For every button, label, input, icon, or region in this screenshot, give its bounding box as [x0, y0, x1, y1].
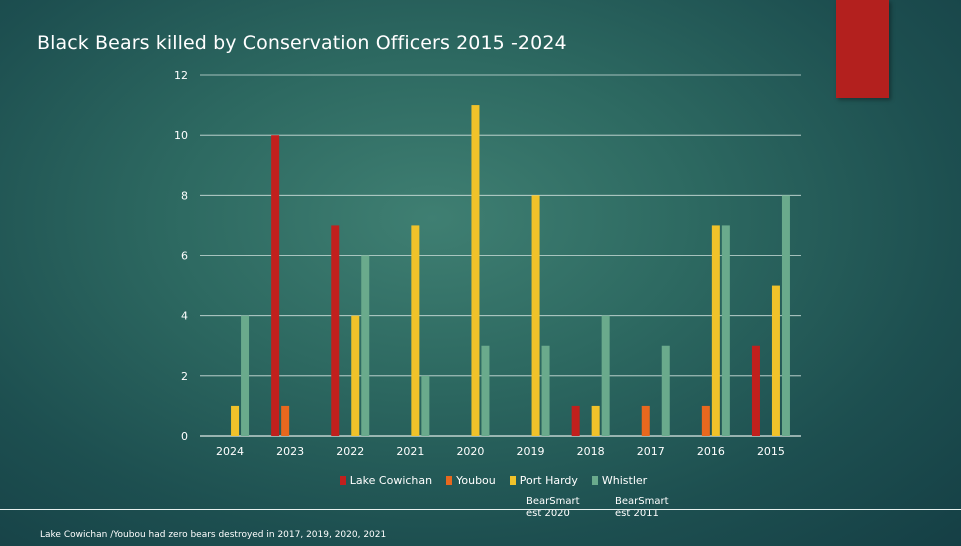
y-tick-label: 10 — [174, 129, 188, 142]
gridlines — [200, 74, 801, 437]
bar-whistler-2020 — [481, 345, 490, 436]
bar-port-hardy-2021 — [411, 225, 420, 436]
chart-title: Black Bears killed by Conservation Offic… — [37, 32, 567, 54]
bar-whistler-2021 — [421, 375, 430, 436]
x-tick-label: 2022 — [336, 445, 364, 458]
bar-whistler-2019 — [541, 345, 550, 436]
bar-whistler-2015 — [781, 195, 790, 436]
bar-whistler-2018 — [601, 315, 610, 436]
x-tick-label: 2023 — [276, 445, 304, 458]
y-tick-label: 6 — [181, 250, 188, 263]
bar-port-hardy-2016 — [711, 225, 720, 436]
bar-lake-cowichan-2018 — [571, 405, 580, 436]
divider-line — [0, 509, 961, 510]
x-tick-label: 2021 — [396, 445, 424, 458]
bar-port-hardy-2018 — [591, 405, 600, 436]
bar-port-hardy-2022 — [351, 315, 360, 436]
bar-whistler-2022 — [361, 255, 370, 436]
decorative-red-tab — [836, 0, 889, 98]
bar-port-hardy-2020 — [471, 105, 480, 436]
legend-swatch — [591, 476, 598, 485]
bar-whistler-2016 — [721, 225, 730, 436]
x-tick-label: 2024 — [216, 445, 244, 458]
x-tick-label: 2016 — [697, 445, 725, 458]
bar-youbou-2023 — [281, 405, 290, 436]
legend-item: Lake Cowichan — [339, 474, 433, 487]
x-tick-label: 2019 — [517, 445, 545, 458]
y-tick-label: 4 — [181, 310, 188, 323]
bar-port-hardy-2015 — [771, 285, 780, 436]
bar-lake-cowichan-2023 — [271, 135, 280, 436]
bar-youbou-2016 — [701, 405, 710, 436]
bar-youbou-2017 — [641, 405, 650, 436]
bars — [231, 105, 790, 436]
legend-swatch — [339, 476, 346, 485]
legend-swatch — [509, 476, 516, 485]
x-tick-labels: 2024 2023 2022 2021 2020 2019 2018 2017 2016 2015 — [216, 445, 785, 458]
bar-lake-cowichan-2015 — [751, 345, 760, 436]
legend-item: Whistler — [591, 474, 648, 487]
bar-lake-cowichan-2022 — [331, 225, 340, 436]
legend-label: Whistler — [601, 474, 648, 487]
legend-item: Port Hardy — [509, 474, 578, 487]
y-tick-label: 0 — [181, 430, 188, 443]
x-tick-label: 2017 — [637, 445, 665, 458]
note-line: est 2020 — [526, 508, 570, 519]
y-tick-label: 2 — [181, 370, 188, 383]
note-line: BearSmart — [526, 496, 580, 507]
y-tick-label: 12 — [174, 69, 188, 82]
x-tick-label: 2015 — [757, 445, 785, 458]
legend-swatch — [446, 476, 453, 485]
note-line: est 2011 — [615, 508, 659, 519]
legend-label: Port Hardy — [519, 474, 578, 487]
bar-port-hardy-2019 — [531, 195, 540, 436]
note-line: BearSmart — [615, 496, 669, 507]
bearsmart-note-2011: BearSmart est 2011 — [615, 496, 669, 520]
legend-item: Youbou — [446, 474, 496, 487]
bar-whistler-2024 — [241, 315, 250, 436]
legend-label: Youbou — [456, 474, 496, 487]
bar-port-hardy-2024 — [231, 405, 240, 436]
footnote: Lake Cowichan /Youbou had zero bears des… — [40, 530, 387, 540]
legend-label: Lake Cowichan — [349, 474, 433, 487]
x-tick-label: 2018 — [577, 445, 605, 458]
x-tick-label: 2020 — [456, 445, 484, 458]
y-tick-label: 8 — [181, 189, 188, 202]
bar-whistler-2017 — [661, 345, 670, 436]
legend: Lake Cowichan Youbou Port Hardy Whistler — [0, 474, 961, 487]
y-tick-labels: 0 2 4 6 8 10 12 — [174, 69, 188, 443]
bearsmart-note-2020: BearSmart est 2020 — [526, 496, 580, 520]
